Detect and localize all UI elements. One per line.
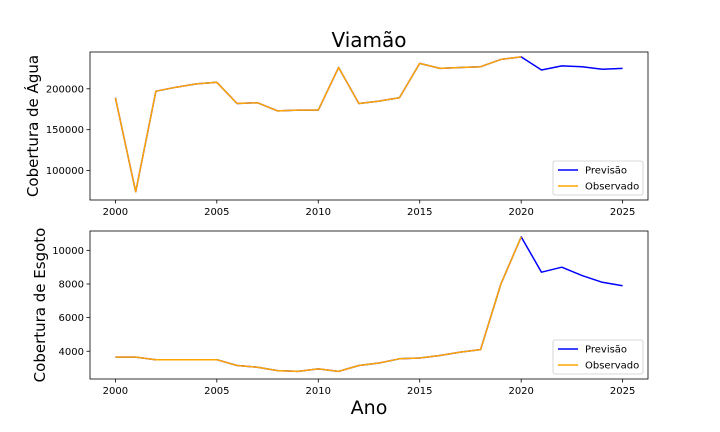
x-tick-label: 2000 (103, 386, 128, 397)
x-tick-label: 2025 (610, 386, 635, 397)
y-tick-label: 4000 (59, 347, 84, 358)
axes-frame-water (89, 51, 649, 201)
y-tick-label: 200000 (46, 84, 84, 95)
x-tick-label: 2020 (508, 207, 533, 218)
x-tick-label: 2005 (204, 207, 229, 218)
y-tick-label: 6000 (59, 313, 84, 324)
y-axis-label: Cobertura de Água (23, 55, 42, 197)
legend: Previsão Observado (552, 160, 644, 196)
x-tick-label: 2010 (306, 207, 331, 218)
y-tick-label: 100000 (46, 166, 84, 177)
x-axis-label: Ano (351, 397, 388, 419)
figure-title: Viamão (331, 28, 406, 52)
x-tick-label: 2015 (407, 386, 432, 397)
x-tick-label: 2005 (204, 386, 229, 397)
subplot-water: 2000 2005 2010 2015 2020 2025 100000 150000 2000… (23, 51, 649, 218)
y-tick-label: 150000 (46, 125, 84, 136)
y-axis-label: Cobertura de Esgoto (31, 228, 49, 383)
legend: Previsão Observado (552, 339, 644, 375)
legend-label: Observado (585, 361, 639, 372)
y-tick-label: 10000 (52, 246, 84, 257)
x-tick-label: 2015 (407, 207, 432, 218)
series-line-previsão (115, 236, 623, 373)
series-line-observado (114, 56, 522, 193)
x-tick-label: 2020 (508, 386, 533, 397)
y-tick-label: 8000 (59, 279, 84, 290)
legend-label: Observado (585, 182, 639, 193)
legend-label: Previsão (585, 345, 627, 356)
axes-frame-sewage (89, 230, 649, 380)
subplot-sewage: 2000 2005 2010 2015 2020 2025 4000 6000 8000 1000… (31, 228, 649, 397)
series-line-observado (115, 236, 522, 373)
x-tick-label: 2025 (610, 207, 635, 218)
legend-label: Previsão (585, 166, 627, 177)
x-tick-label: 2010 (306, 386, 331, 397)
x-tick-label: 2000 (103, 207, 128, 218)
series-line-previsão (114, 56, 623, 193)
